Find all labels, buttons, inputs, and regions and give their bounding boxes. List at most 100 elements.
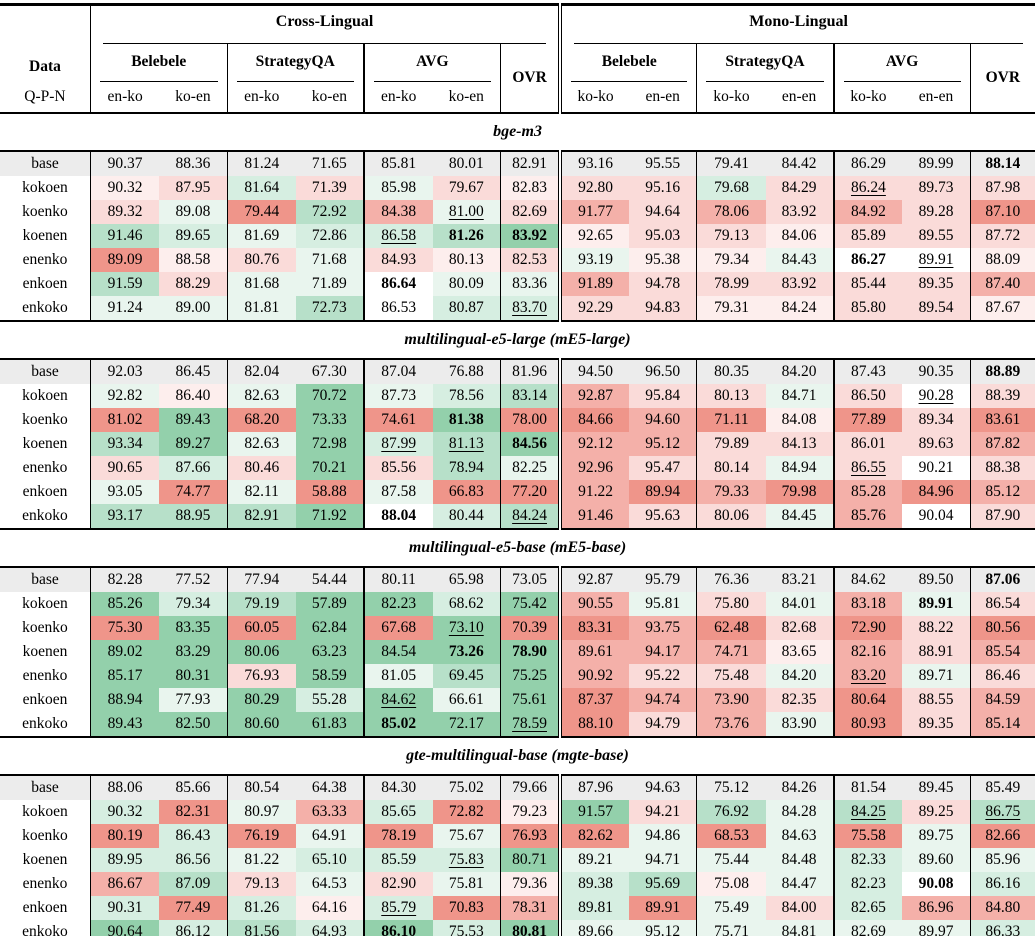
value-cell: 72.73 <box>295 296 364 321</box>
value-cell: 81.00 <box>432 200 501 224</box>
value-cell: 94.83 <box>629 296 697 321</box>
value-cell: 84.28 <box>765 800 834 824</box>
value-cell: 94.78 <box>629 272 697 296</box>
value-cell: 95.55 <box>629 151 697 176</box>
value-cell: 89.35 <box>902 712 971 737</box>
value-cell: 85.54 <box>969 640 1035 664</box>
value-cell: 58.88 <box>295 480 364 504</box>
value-cell: 89.54 <box>902 296 971 321</box>
value-cell: 83.36 <box>499 272 561 296</box>
value-cell: 60.05 <box>226 616 296 640</box>
value-cell: 76.93 <box>226 664 296 688</box>
value-cell: 76.36 <box>696 567 766 592</box>
value-cell: 86.54 <box>969 592 1035 616</box>
value-cell: 75.02 <box>432 775 501 800</box>
value-cell: 85.56 <box>362 456 433 480</box>
value-cell: 89.75 <box>902 824 971 848</box>
value-cell: 72.92 <box>295 200 364 224</box>
value-cell: 89.60 <box>902 848 971 872</box>
value-cell: 75.08 <box>696 872 766 896</box>
value-cell: 76.92 <box>696 800 766 824</box>
header-subgroup-belebele: Belebele <box>558 44 697 82</box>
value-cell: 82.91 <box>226 504 296 529</box>
value-cell: 84.62 <box>832 567 903 592</box>
value-cell: 79.19 <box>226 592 296 616</box>
value-cell: 72.90 <box>832 616 903 640</box>
value-cell: 89.55 <box>902 224 971 248</box>
table-row: koenen 89.02 83.29 80.06 63.23 84.54 73.26 78.9… <box>0 640 1035 664</box>
value-cell: 92.87 <box>558 567 629 592</box>
value-cell: 78.19 <box>362 824 433 848</box>
value-cell: 80.87 <box>432 296 501 321</box>
value-cell: 93.75 <box>629 616 697 640</box>
value-cell: 72.98 <box>295 432 364 456</box>
table-header: Cross-Lingual Mono-Lingual Data Belebele Str… <box>0 4 1035 113</box>
value-cell: 81.38 <box>432 408 501 432</box>
value-cell: 85.76 <box>832 504 903 529</box>
value-cell: 77.49 <box>159 896 228 920</box>
value-cell: 89.43 <box>89 712 160 737</box>
value-cell: 87.82 <box>969 432 1035 456</box>
value-cell: 87.95 <box>159 176 228 200</box>
value-cell: 79.13 <box>226 872 296 896</box>
value-cell: 84.01 <box>765 592 834 616</box>
value-cell: 84.00 <box>765 896 834 920</box>
value-cell: 84.56 <box>499 432 561 456</box>
row-label: kokoen <box>22 387 68 404</box>
value-cell: 83.29 <box>159 640 228 664</box>
section-title-row: multilingual-e5-large (mE5-large) <box>0 320 1035 360</box>
value-cell: 89.32 <box>89 200 160 224</box>
header-ovr-mono: OVR <box>969 44 1035 113</box>
value-cell: 73.90 <box>696 688 766 712</box>
value-cell: 82.83 <box>499 176 561 200</box>
value-cell: 75.42 <box>499 592 561 616</box>
value-cell: 87.96 <box>558 775 629 800</box>
value-cell: 75.48 <box>696 664 766 688</box>
value-cell: 90.64 <box>89 920 160 936</box>
value-cell: 70.39 <box>499 616 561 640</box>
value-cell: 89.94 <box>629 480 697 504</box>
value-cell: 89.08 <box>159 200 228 224</box>
row-label: koenko <box>22 203 68 220</box>
row-label: enkoen <box>22 483 68 500</box>
row-label: koenen <box>22 227 68 244</box>
table-row: enkoen 88.94 77.93 80.29 55.28 84.62 66.61 75.6… <box>0 688 1035 712</box>
value-cell: 62.84 <box>295 616 364 640</box>
value-cell: 82.65 <box>832 896 903 920</box>
value-cell: 85.79 <box>362 896 433 920</box>
header-pair-label: en-en <box>645 88 680 105</box>
value-cell: 70.21 <box>295 456 364 480</box>
section-title: bge-m3 <box>0 112 1035 152</box>
value-cell: 83.18 <box>832 592 903 616</box>
row-label: enkoen <box>22 275 68 292</box>
value-cell: 79.44 <box>226 200 296 224</box>
value-cell: 87.66 <box>159 456 228 480</box>
value-cell: 87.04 <box>362 359 433 384</box>
value-cell: 81.64 <box>226 176 296 200</box>
value-cell: 86.43 <box>159 824 228 848</box>
value-cell: 65.98 <box>432 567 501 592</box>
value-cell: 84.59 <box>969 688 1035 712</box>
header-pair-label: en-en <box>918 88 954 105</box>
value-cell: 85.98 <box>362 176 433 200</box>
value-cell: 81.96 <box>499 359 561 384</box>
value-cell: 94.17 <box>629 640 697 664</box>
value-cell: 80.13 <box>432 248 501 272</box>
value-cell: 96.50 <box>629 359 697 384</box>
value-cell: 71.68 <box>295 248 364 272</box>
value-cell: 89.28 <box>902 200 971 224</box>
value-cell: 82.69 <box>499 200 561 224</box>
row-label: kokoen <box>22 179 68 196</box>
value-cell: 95.12 <box>629 920 697 936</box>
value-cell: 74.77 <box>159 480 228 504</box>
row-label: base <box>0 775 91 800</box>
value-cell: 63.23 <box>295 640 364 664</box>
section-title-row: gte-multilingual-base (mgte-base) <box>0 736 1035 776</box>
value-cell: 84.63 <box>765 824 834 848</box>
value-cell: 76.88 <box>432 359 501 384</box>
value-cell: 80.54 <box>226 775 296 800</box>
value-cell: 78.00 <box>499 408 561 432</box>
value-cell: 87.67 <box>969 296 1035 321</box>
value-cell: 91.46 <box>89 224 160 248</box>
value-cell: 90.32 <box>89 800 160 824</box>
